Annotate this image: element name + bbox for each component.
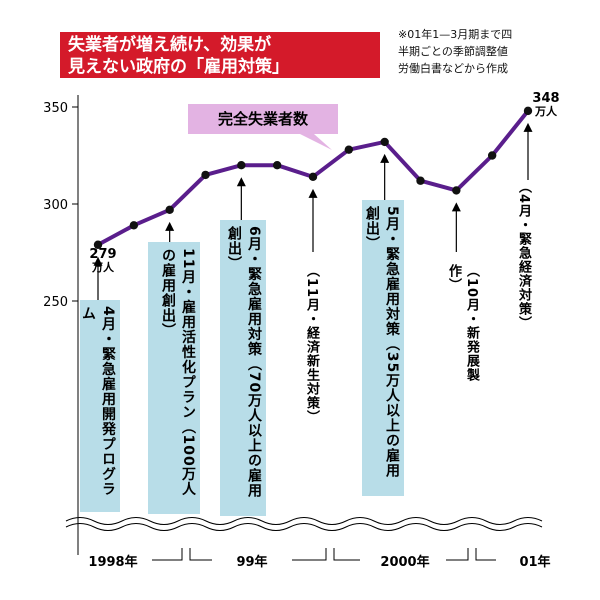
- series-markers: [93, 106, 533, 249]
- data-point-1999-Q1: [237, 161, 246, 170]
- annotation-text-7: （4月・緊急経済対策）: [516, 180, 531, 331]
- annotation-text-4: （11月・経済新生対策）: [304, 264, 319, 425]
- data-point-2000-Q1: [380, 137, 389, 147]
- data-point-1998-Q2: [129, 221, 139, 230]
- chart-title-line2: 見えない政府の「雇用対策」: [68, 57, 289, 77]
- annotation-box-1: 4月・緊急雇用開発プログラム: [80, 300, 120, 512]
- end-value-number: 348: [532, 91, 560, 106]
- source-note-line3: 労働白書などから作成: [398, 62, 508, 75]
- annotation-arrow-7: [523, 122, 533, 180]
- data-point-2000-Q4: [487, 151, 497, 160]
- start-value-unit: 万人: [92, 261, 114, 274]
- chart-title-line1: 失業者が増え続け、効果が: [68, 35, 272, 55]
- data-point-2000-Q2: [416, 176, 425, 185]
- series-label: 完全失業者数: [188, 104, 338, 134]
- data-point-1999-Q3: [308, 172, 318, 182]
- annotation-box-2: 11月・雇用活性化プラン（100万人の雇用創出）: [148, 242, 200, 514]
- chart-title: 失業者が増え続け、効果が 見えない政府の「雇用対策」: [60, 32, 380, 78]
- data-point-2000-Q3: [452, 186, 461, 195]
- data-point-1998-Q1: [93, 240, 103, 249]
- annotation-arrow-6: [451, 202, 461, 252]
- x-label-99: 99年: [236, 554, 267, 570]
- data-point-1998-Q4: [201, 170, 210, 180]
- source-note-line2: 半期ごとの季節調整値: [398, 45, 508, 58]
- end-value-unit: 万人: [535, 105, 557, 118]
- data-point-1999-Q4: [344, 145, 354, 154]
- source-note-line1: ※01年1—3月期まで四: [398, 28, 513, 41]
- end-value-label: 348 万人: [528, 92, 564, 118]
- x-label-2000: 2000年: [380, 554, 429, 570]
- axis-break-wave: [65, 517, 543, 525]
- source-note: ※01年1—3月期まで四 半期ごとの季節調整値 労働白書などから作成: [398, 26, 588, 77]
- data-point-2001-Q1: [523, 106, 533, 116]
- annotation-arrows: [93, 122, 533, 300]
- data-point-1998-Q3: [165, 205, 174, 215]
- annotation-box-3: 6月・緊急雇用対策（70万人以上の雇用創出）: [220, 220, 266, 516]
- y-tick-label-350: 350: [43, 101, 68, 116]
- x-label-1998: 1998年: [88, 554, 137, 570]
- series-label-pointer: [300, 134, 332, 150]
- annotation-text-6: （10月・新発展製作）: [446, 264, 479, 383]
- x-axis-year-brackets: [152, 548, 496, 561]
- start-value-label: 279 万人: [86, 248, 120, 274]
- start-value-number: 279: [89, 247, 117, 262]
- y-tick-label-300: 300: [43, 198, 68, 213]
- y-tick-label-250: 250: [43, 295, 68, 310]
- annotation-arrow-4: [308, 188, 318, 252]
- x-label-01: 01年: [519, 554, 550, 570]
- axis-break-wave-2: [65, 523, 543, 531]
- annotation-arrow-1: [93, 256, 103, 300]
- annotation-box-5: 5月・緊急雇用対策（35万人以上の雇用創出）: [362, 200, 404, 496]
- data-point-1999-Q2: [272, 161, 282, 170]
